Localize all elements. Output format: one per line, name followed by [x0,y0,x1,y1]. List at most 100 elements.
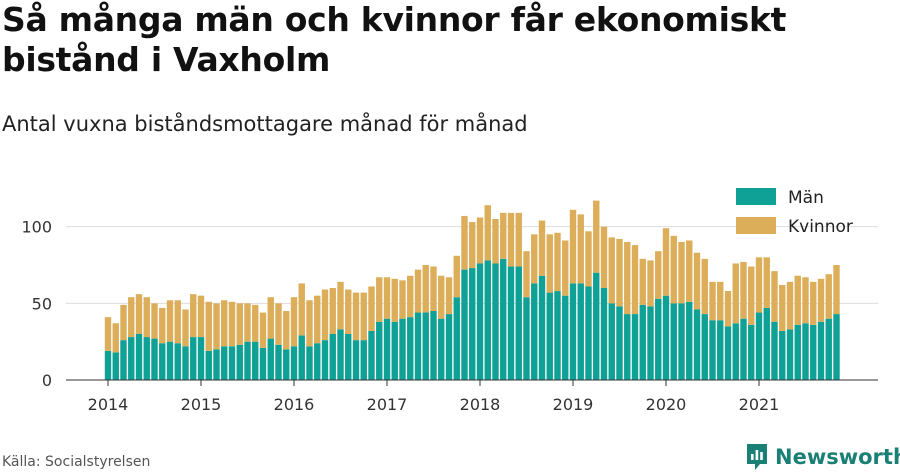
bar-men [631,314,639,380]
bar-men [422,312,429,380]
source-note: Källa: Socialstyrelsen [2,454,151,470]
bar-men [794,324,801,380]
brand-logo[interactable]: Newsworthy [745,441,900,473]
bar-women [523,251,530,298]
bar-women [546,234,553,293]
bar-men [515,266,522,380]
bar-men [337,329,344,380]
bar-men [709,320,716,380]
bar-women [554,232,561,292]
bar-men [717,320,724,380]
bar-women [639,258,646,305]
bar-men [368,330,375,380]
bar-men [166,341,174,380]
bar-women [430,266,437,311]
bar-men [314,343,321,380]
bar-men [693,309,701,380]
bar-women [709,281,716,321]
bar-women [399,280,406,319]
bar-men [802,323,809,380]
bar-women [391,278,398,322]
bar-men [205,350,212,380]
bar-men [577,283,584,380]
bar-women [283,311,290,350]
legend-label: Män [788,188,824,208]
bar-men [616,306,623,380]
bar-men [352,340,360,380]
bar-men [383,318,391,380]
bar-men [104,350,112,380]
bar-women [259,312,267,348]
bar-women [693,252,701,310]
bar-men [569,283,577,380]
bar-men [461,269,468,380]
bar-men [414,312,422,380]
bar-men [608,303,615,380]
bar-men [159,343,166,380]
bar-men [810,324,817,380]
bar-women [182,309,189,347]
bars [104,200,840,380]
bar-men [445,314,453,380]
bar-women [321,289,329,341]
bar-women [500,212,507,259]
bar-women [755,257,763,313]
x-tick-label: 2016 [274,395,315,414]
legend: Män Kvinnor [736,188,853,237]
bar-women [205,301,212,351]
bar-men [740,318,747,380]
newsworthy-logo-icon [747,444,767,470]
bar-men [391,321,398,380]
bar-women [244,303,251,342]
y-tick-label: 0 [42,371,52,390]
bar-men [120,340,127,380]
bar-men [135,334,143,380]
bar-men [345,334,352,380]
bar-men [670,303,677,380]
bar-men [779,330,786,380]
legend-label: Kvinnor [788,217,853,237]
bar-men [492,263,499,380]
bar-men [624,314,631,380]
bar-men [151,338,158,380]
bar-women [771,271,778,322]
bar-women [306,300,313,347]
bar-men [182,346,189,380]
bar-women [802,277,809,324]
legend-swatch [736,188,776,205]
bar-women [159,307,166,344]
x-axis: 2014 2015 2016 2017 2018 2019 2020 2021 [66,379,878,414]
bar-men [554,291,561,380]
bar-women [833,265,840,315]
bar-women [120,304,127,341]
bar-men [174,343,181,380]
x-tick-label: 2014 [88,395,129,414]
bar-men [662,295,670,380]
bar-men [329,334,336,380]
bar-men [376,321,383,380]
bar-men [321,340,329,380]
bar-women [577,214,584,284]
bar-men [546,292,553,380]
bar-women [624,242,631,315]
bar-women [422,265,429,313]
bar-men [143,337,150,380]
bar-women [600,226,608,288]
bar-women [453,255,460,298]
bar-women [732,263,739,324]
y-axis: 0 50 100 [21,218,52,390]
bar-men [438,318,445,380]
bar-men [298,335,305,380]
bar-men [213,349,220,380]
bar-women [298,283,305,336]
bar-women [810,281,817,325]
bar-men [755,312,763,380]
x-tick-label: 2021 [739,395,780,414]
bar-men [686,301,693,380]
bar-women [492,219,499,264]
bar-women [562,240,569,296]
bar-women [290,297,298,347]
y-tick-label: 100 [21,218,52,237]
x-tick-label: 2019 [553,395,594,414]
bar-men [593,272,600,380]
